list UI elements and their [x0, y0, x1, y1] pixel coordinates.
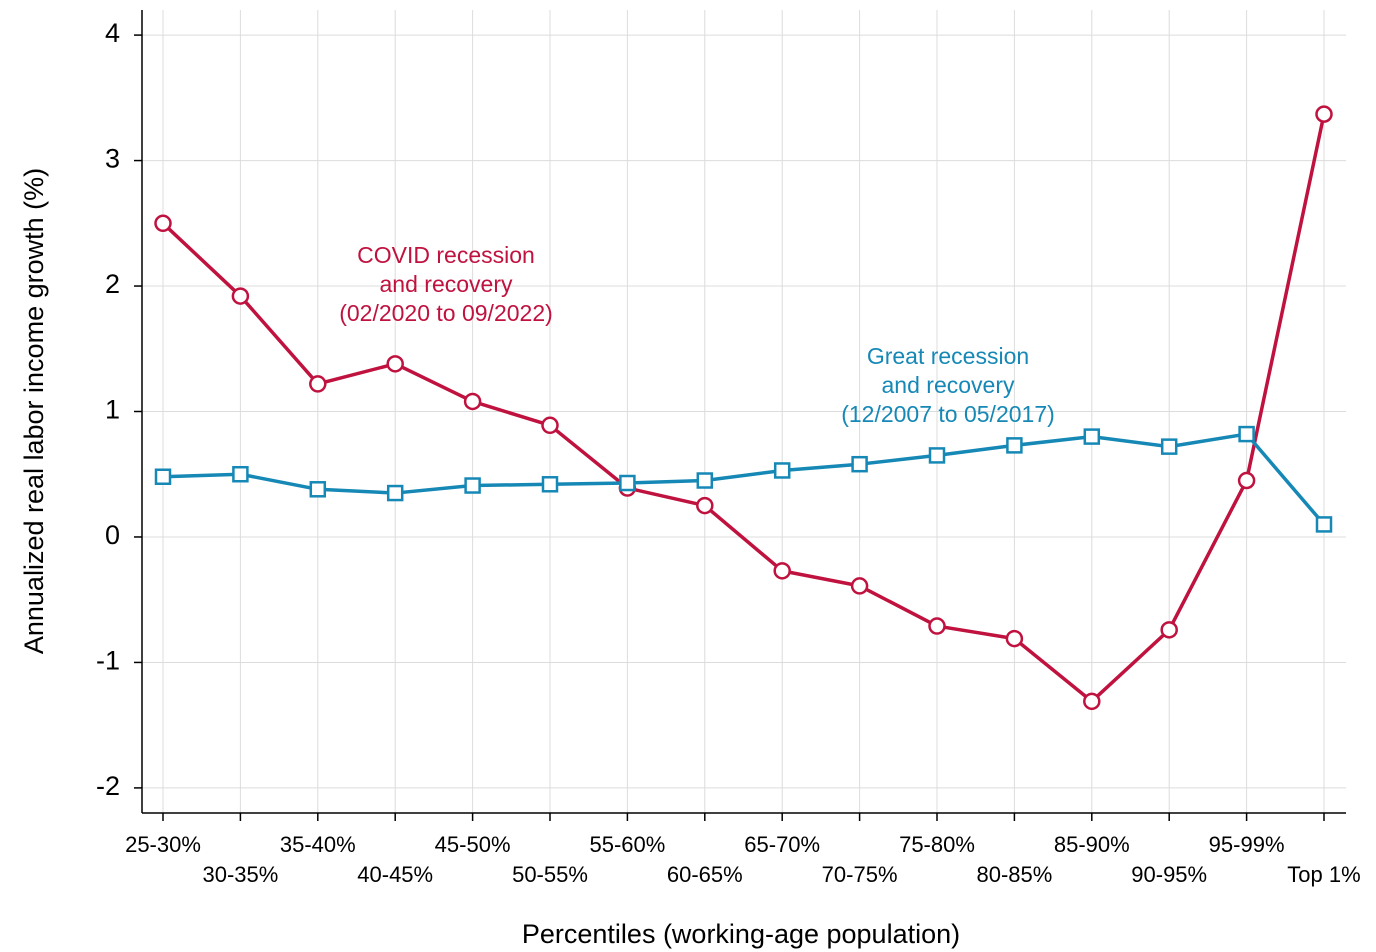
y-tick-label: -2: [96, 771, 120, 801]
marker: [464, 477, 481, 494]
y-tick-label: 4: [105, 18, 120, 48]
marker: [928, 447, 946, 464]
y-tick-label: 0: [105, 520, 120, 550]
marker: [154, 214, 172, 233]
x-tick-label: 45-50%: [435, 832, 511, 857]
marker: [231, 287, 250, 305]
x-tick-label: 90-95%: [1131, 862, 1207, 887]
marker: [386, 484, 404, 502]
y-tick-label: 2: [105, 269, 120, 299]
annotation: (12/2007 to 05/2017): [841, 401, 1055, 427]
marker: [1160, 438, 1178, 455]
x-tick-label: 25-30%: [125, 832, 201, 857]
marker: [154, 468, 172, 485]
marker: [696, 496, 714, 515]
marker: [619, 474, 636, 492]
y-tick-label: 1: [105, 395, 120, 425]
marker: [1006, 437, 1023, 454]
annotation: (02/2020 to 09/2022): [339, 300, 553, 326]
marker: [232, 465, 249, 483]
series-line: [161, 113, 1326, 704]
marker: [1315, 516, 1333, 533]
marker: [309, 375, 327, 393]
marker: [1315, 105, 1333, 123]
x-tick-label: 85-90%: [1054, 832, 1130, 857]
marker: [386, 355, 404, 373]
marker: [1083, 428, 1101, 445]
marker: [1160, 621, 1178, 639]
marker: [773, 562, 791, 580]
x-axis-title: Percentiles (working-age population): [522, 919, 960, 949]
marker: [541, 476, 559, 493]
x-tick-label: Top 1%: [1287, 862, 1360, 887]
annotation: Great recession: [867, 343, 1029, 369]
x-tick-label: 55-60%: [589, 832, 665, 857]
x-tick-label: 30-35%: [202, 862, 278, 887]
marker: [851, 455, 868, 473]
annotation: and recovery: [882, 372, 1015, 398]
x-tick-label: 40-45%: [357, 862, 433, 887]
y-tick-label: 3: [105, 144, 120, 174]
x-tick-label: 65-70%: [744, 832, 820, 857]
y-tick-label: -1: [96, 646, 120, 676]
marker: [850, 577, 869, 595]
x-tick-label: 75-80%: [899, 832, 975, 857]
series-line: [162, 432, 1326, 526]
marker: [541, 416, 559, 435]
marker: [1238, 425, 1255, 443]
x-tick-label: 95-99%: [1209, 832, 1285, 857]
marker: [773, 462, 791, 479]
marker: [696, 472, 714, 489]
marker: [1005, 629, 1024, 648]
marker: [309, 481, 327, 498]
marker: [928, 617, 946, 635]
annotation: and recovery: [380, 271, 513, 297]
x-tick-label: 80-85%: [976, 862, 1052, 887]
annotation: COVID recession: [357, 242, 535, 268]
x-tick-label: 50-55%: [512, 862, 588, 887]
x-tick-label: 35-40%: [280, 832, 356, 857]
marker: [463, 392, 482, 411]
marker: [1083, 692, 1101, 711]
y-axis-title: Annualized real labor income growth (%): [19, 168, 49, 654]
x-tick-label: 60-65%: [667, 862, 743, 887]
marker: [1237, 471, 1256, 490]
x-tick-label: 70-75%: [822, 862, 898, 887]
